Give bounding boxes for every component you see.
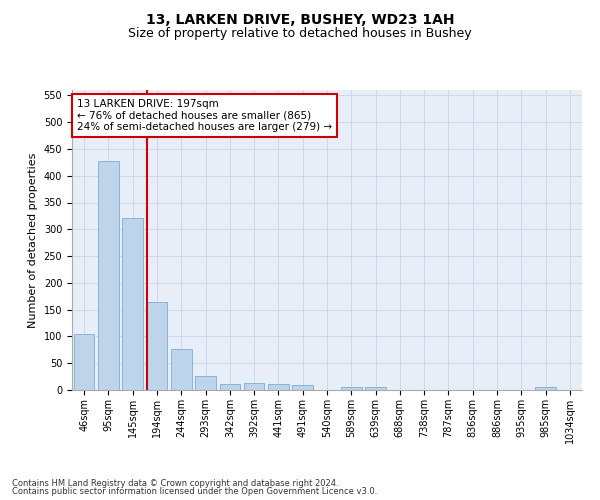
Text: Contains public sector information licensed under the Open Government Licence v3: Contains public sector information licen…	[12, 487, 377, 496]
Text: Size of property relative to detached houses in Bushey: Size of property relative to detached ho…	[128, 28, 472, 40]
Bar	[195, 376, 216, 390]
Bar	[535, 388, 556, 390]
Bar	[98, 160, 119, 390]
Text: 13 LARKEN DRIVE: 197sqm
← 76% of detached houses are smaller (865)
24% of semi-d: 13 LARKEN DRIVE: 197sqm ← 76% of detache…	[77, 99, 332, 132]
Bar	[146, 302, 167, 390]
Text: Contains HM Land Registry data © Crown copyright and database right 2024.: Contains HM Land Registry data © Crown c…	[12, 478, 338, 488]
Y-axis label: Number of detached properties: Number of detached properties	[28, 152, 38, 328]
Text: 13, LARKEN DRIVE, BUSHEY, WD23 1AH: 13, LARKEN DRIVE, BUSHEY, WD23 1AH	[146, 12, 454, 26]
Bar	[171, 350, 191, 390]
Bar	[220, 384, 240, 390]
Bar	[244, 383, 265, 390]
Bar	[74, 334, 94, 390]
Bar	[292, 385, 313, 390]
Bar	[268, 384, 289, 390]
Bar	[122, 218, 143, 390]
Bar	[341, 387, 362, 390]
Bar	[365, 388, 386, 390]
